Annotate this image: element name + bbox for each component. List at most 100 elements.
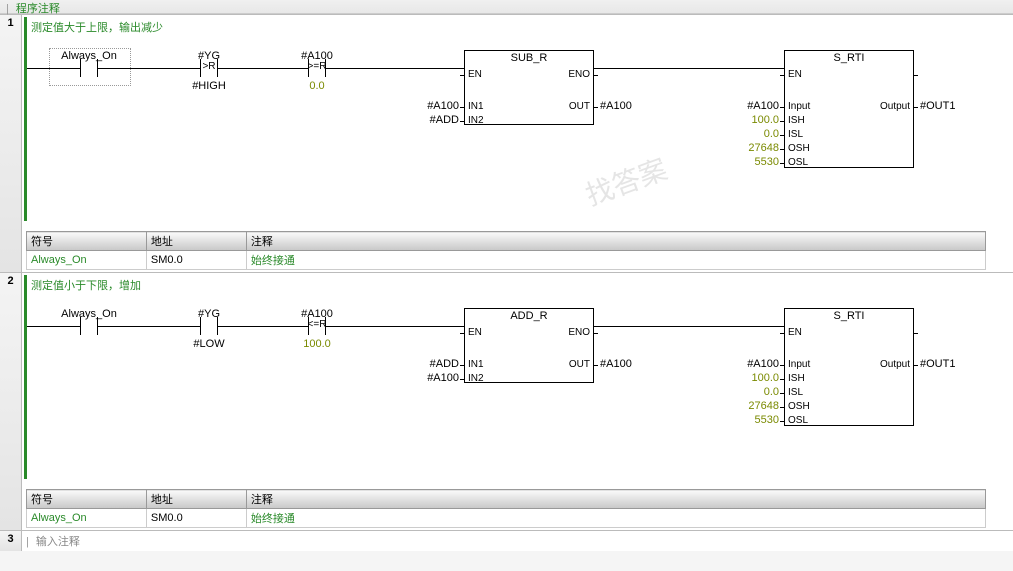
pin-value: #A100 (600, 358, 632, 370)
pin-value: #OUT1 (920, 358, 955, 370)
wire (326, 326, 464, 327)
selection-box (49, 48, 131, 86)
pin-label: ENO (568, 327, 590, 338)
wire (594, 68, 784, 69)
wire (218, 68, 308, 69)
rung-number: 3 (0, 531, 22, 551)
header-bar: | 程序注释 (0, 0, 1013, 14)
rung-title: 测定值大于上限，输出减少 (24, 17, 1013, 41)
wire (326, 68, 464, 69)
function-box[interactable]: S_RTI EN Input ISH ISL OSH OSL Output (784, 50, 914, 168)
pin-value: #A100 (729, 358, 779, 370)
ladder-diagram: Always_On#YG#LOW#A100<=R100.0#ADD#A100#A… (24, 299, 1013, 479)
pin-label: ISH (788, 115, 805, 126)
wire (98, 326, 200, 327)
table-cell: 始终接通 (246, 509, 985, 528)
contact-label-bottom: 100.0 (277, 338, 357, 350)
pin-label: EN (468, 69, 482, 80)
rung-body: | 输入注释 (22, 531, 1013, 551)
pin-value: #ADD (409, 114, 459, 126)
table-cell: SM0.0 (146, 251, 246, 270)
pin-label: EN (788, 69, 802, 80)
table-header: 符号 (27, 232, 147, 251)
table-cell: 始终接通 (246, 251, 985, 270)
rung: 2测定值小于下限，增加Always_On#YG#LOW#A100<=R100.0… (0, 272, 1013, 530)
wire (594, 326, 784, 327)
watermark: 找答案 (580, 148, 673, 214)
pin-label: IN2 (468, 115, 484, 126)
pin-label: OSH (788, 143, 810, 154)
pin-value: #A100 (409, 100, 459, 112)
rung-number: 1 (0, 15, 22, 272)
table-header: 地址 (146, 490, 246, 509)
rungs-root: 1测定值大于上限，输出减少找答案Always_On#YG>R#HIGH#A100… (0, 14, 1013, 530)
pin-label: Output (880, 101, 910, 112)
table-header: 注释 (246, 232, 985, 251)
separator: | (6, 3, 9, 15)
pin-label: IN1 (468, 359, 484, 370)
pin-value: 27648 (729, 400, 779, 412)
table-row: Always_OnSM0.0始终接通 (27, 251, 986, 270)
function-box-title: S_RTI (785, 51, 913, 65)
symbol-table: 符号地址注释Always_OnSM0.0始终接通 (26, 489, 986, 528)
table-header: 地址 (146, 232, 246, 251)
table-row: Always_OnSM0.0始终接通 (27, 509, 986, 528)
pin-value: 5530 (729, 414, 779, 426)
rung-3: 3 | 输入注释 (0, 530, 1013, 551)
contact-label-bottom: #LOW (169, 338, 249, 350)
pin-value: #A100 (409, 372, 459, 384)
function-box[interactable]: S_RTI EN Input ISH ISL OSH OSL Output (784, 308, 914, 426)
pin-label: OSL (788, 157, 808, 168)
table-cell: SM0.0 (146, 509, 246, 528)
pin-label: IN1 (468, 101, 484, 112)
rung-body: 测定值大于上限，输出减少找答案Always_On#YG>R#HIGH#A100>… (22, 15, 1013, 272)
wire (27, 68, 80, 69)
table-header: 注释 (246, 490, 985, 509)
pin-label: Input (788, 359, 810, 370)
pin-value: 5530 (729, 156, 779, 168)
pin-value: 27648 (729, 142, 779, 154)
contact-label-bottom: #HIGH (169, 80, 249, 92)
wire (218, 326, 308, 327)
pin-label: ISL (788, 129, 803, 140)
pin-value: 0.0 (729, 386, 779, 398)
pin-label: ENO (568, 69, 590, 80)
pin-label: ISH (788, 373, 805, 384)
pin-label: EN (788, 327, 802, 338)
pin-label: OSL (788, 415, 808, 426)
pin-value: #A100 (600, 100, 632, 112)
pin-label: Input (788, 101, 810, 112)
separator: | (26, 536, 29, 548)
function-box-title: S_RTI (785, 309, 913, 323)
table-cell: Always_On (27, 509, 147, 528)
ladder-diagram: 找答案Always_On#YG>R#HIGH#A100>=R0.0#A100#A… (24, 41, 1013, 221)
function-box[interactable]: ADD_R EN IN1 IN2 ENO OUT (464, 308, 594, 383)
rung-body: 测定值小于下限，增加Always_On#YG#LOW#A100<=R100.0#… (22, 273, 1013, 530)
table-header: 符号 (27, 490, 147, 509)
pin-label: Output (880, 359, 910, 370)
pin-value: 100.0 (729, 372, 779, 384)
pin-value: 100.0 (729, 114, 779, 126)
pin-label: OUT (569, 101, 590, 112)
pin-label: ISL (788, 387, 803, 398)
pin-label: IN2 (468, 373, 484, 384)
pin-value: 0.0 (729, 128, 779, 140)
function-box-title: SUB_R (465, 51, 593, 65)
wire (27, 326, 80, 327)
pin-label: OSH (788, 401, 810, 412)
function-box[interactable]: SUB_R EN IN1 IN2 ENO OUT (464, 50, 594, 125)
pin-value: #ADD (409, 358, 459, 370)
contact-label-bottom: 0.0 (277, 80, 357, 92)
wire (98, 68, 200, 69)
rung: 1测定值大于上限，输出减少找答案Always_On#YG>R#HIGH#A100… (0, 14, 1013, 272)
pin-label: EN (468, 327, 482, 338)
symbol-table: 符号地址注释Always_OnSM0.0始终接通 (26, 231, 986, 270)
rung-title: 测定值小于下限，增加 (24, 275, 1013, 299)
pin-label: OUT (569, 359, 590, 370)
rung-title: 输入注释 (36, 536, 80, 548)
header-title: 程序注释 (16, 3, 60, 15)
function-box-title: ADD_R (465, 309, 593, 323)
pin-value: #A100 (729, 100, 779, 112)
pin-value: #OUT1 (920, 100, 955, 112)
table-cell: Always_On (27, 251, 147, 270)
